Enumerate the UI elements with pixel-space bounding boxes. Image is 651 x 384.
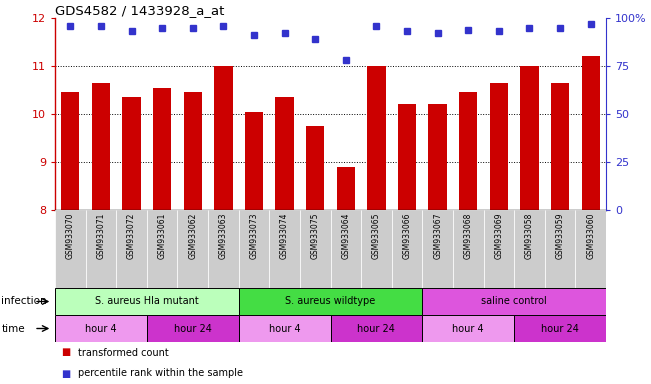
Text: ■: ■ xyxy=(61,369,71,379)
Bar xyxy=(422,315,514,342)
Text: GSM933067: GSM933067 xyxy=(433,212,442,259)
Text: S. aureus Hla mutant: S. aureus Hla mutant xyxy=(95,296,199,306)
Bar xyxy=(147,315,239,342)
Bar xyxy=(55,210,86,288)
Text: GSM933066: GSM933066 xyxy=(402,212,411,259)
Bar xyxy=(490,83,508,210)
Text: GSM933063: GSM933063 xyxy=(219,212,228,259)
Bar xyxy=(122,97,141,210)
Text: GSM933064: GSM933064 xyxy=(341,212,350,259)
Bar xyxy=(484,210,514,288)
Text: GSM933061: GSM933061 xyxy=(158,212,167,259)
Bar xyxy=(270,210,300,288)
Text: hour 4: hour 4 xyxy=(269,323,300,333)
Bar xyxy=(361,210,392,288)
Text: GSM933071: GSM933071 xyxy=(96,212,105,259)
Bar xyxy=(392,210,422,288)
Text: hour 4: hour 4 xyxy=(452,323,484,333)
Bar xyxy=(117,210,147,288)
Bar xyxy=(208,210,239,288)
Bar xyxy=(184,93,202,210)
Bar xyxy=(61,93,79,210)
Text: GSM933075: GSM933075 xyxy=(311,212,320,259)
Bar xyxy=(55,315,147,342)
Bar xyxy=(337,167,355,210)
Bar xyxy=(514,315,606,342)
Bar xyxy=(239,288,422,315)
Bar xyxy=(331,210,361,288)
Bar xyxy=(422,288,606,315)
Bar xyxy=(367,66,385,210)
Bar xyxy=(239,315,331,342)
Text: GSM933070: GSM933070 xyxy=(66,212,75,259)
Text: GSM933073: GSM933073 xyxy=(249,212,258,259)
Bar xyxy=(245,112,263,210)
Bar xyxy=(520,66,538,210)
Text: ■: ■ xyxy=(61,348,71,358)
Text: GSM933068: GSM933068 xyxy=(464,212,473,259)
Bar xyxy=(545,210,575,288)
Bar xyxy=(581,56,600,210)
Bar xyxy=(428,104,447,210)
Text: hour 24: hour 24 xyxy=(174,323,212,333)
Text: GSM933062: GSM933062 xyxy=(188,212,197,259)
Bar xyxy=(153,88,171,210)
Text: S. aureus wildtype: S. aureus wildtype xyxy=(285,296,376,306)
Bar xyxy=(453,210,484,288)
Bar xyxy=(147,210,178,288)
Bar xyxy=(300,210,331,288)
Bar xyxy=(86,210,117,288)
Text: percentile rank within the sample: percentile rank within the sample xyxy=(77,369,243,379)
Bar xyxy=(551,83,569,210)
Text: hour 4: hour 4 xyxy=(85,323,117,333)
Bar xyxy=(55,288,239,315)
Text: GSM933072: GSM933072 xyxy=(127,212,136,259)
Text: infection: infection xyxy=(1,296,47,306)
Text: GSM933060: GSM933060 xyxy=(586,212,595,259)
Bar xyxy=(178,210,208,288)
Bar xyxy=(331,315,422,342)
Text: GSM933059: GSM933059 xyxy=(555,212,564,259)
Text: GSM933074: GSM933074 xyxy=(280,212,289,259)
Bar xyxy=(514,210,545,288)
Bar xyxy=(306,126,324,210)
Text: hour 24: hour 24 xyxy=(541,323,579,333)
Text: GSM933069: GSM933069 xyxy=(494,212,503,259)
Bar xyxy=(239,210,270,288)
Text: time: time xyxy=(1,323,25,333)
Text: GDS4582 / 1433928_a_at: GDS4582 / 1433928_a_at xyxy=(55,4,225,17)
Text: GSM933058: GSM933058 xyxy=(525,212,534,259)
Bar xyxy=(575,210,606,288)
Text: hour 24: hour 24 xyxy=(357,323,395,333)
Text: saline control: saline control xyxy=(481,296,547,306)
Text: transformed count: transformed count xyxy=(77,348,169,358)
Bar xyxy=(275,97,294,210)
Bar xyxy=(398,104,416,210)
Bar xyxy=(214,66,232,210)
Bar xyxy=(92,83,110,210)
Bar xyxy=(422,210,453,288)
Text: GSM933065: GSM933065 xyxy=(372,212,381,259)
Bar xyxy=(459,93,477,210)
